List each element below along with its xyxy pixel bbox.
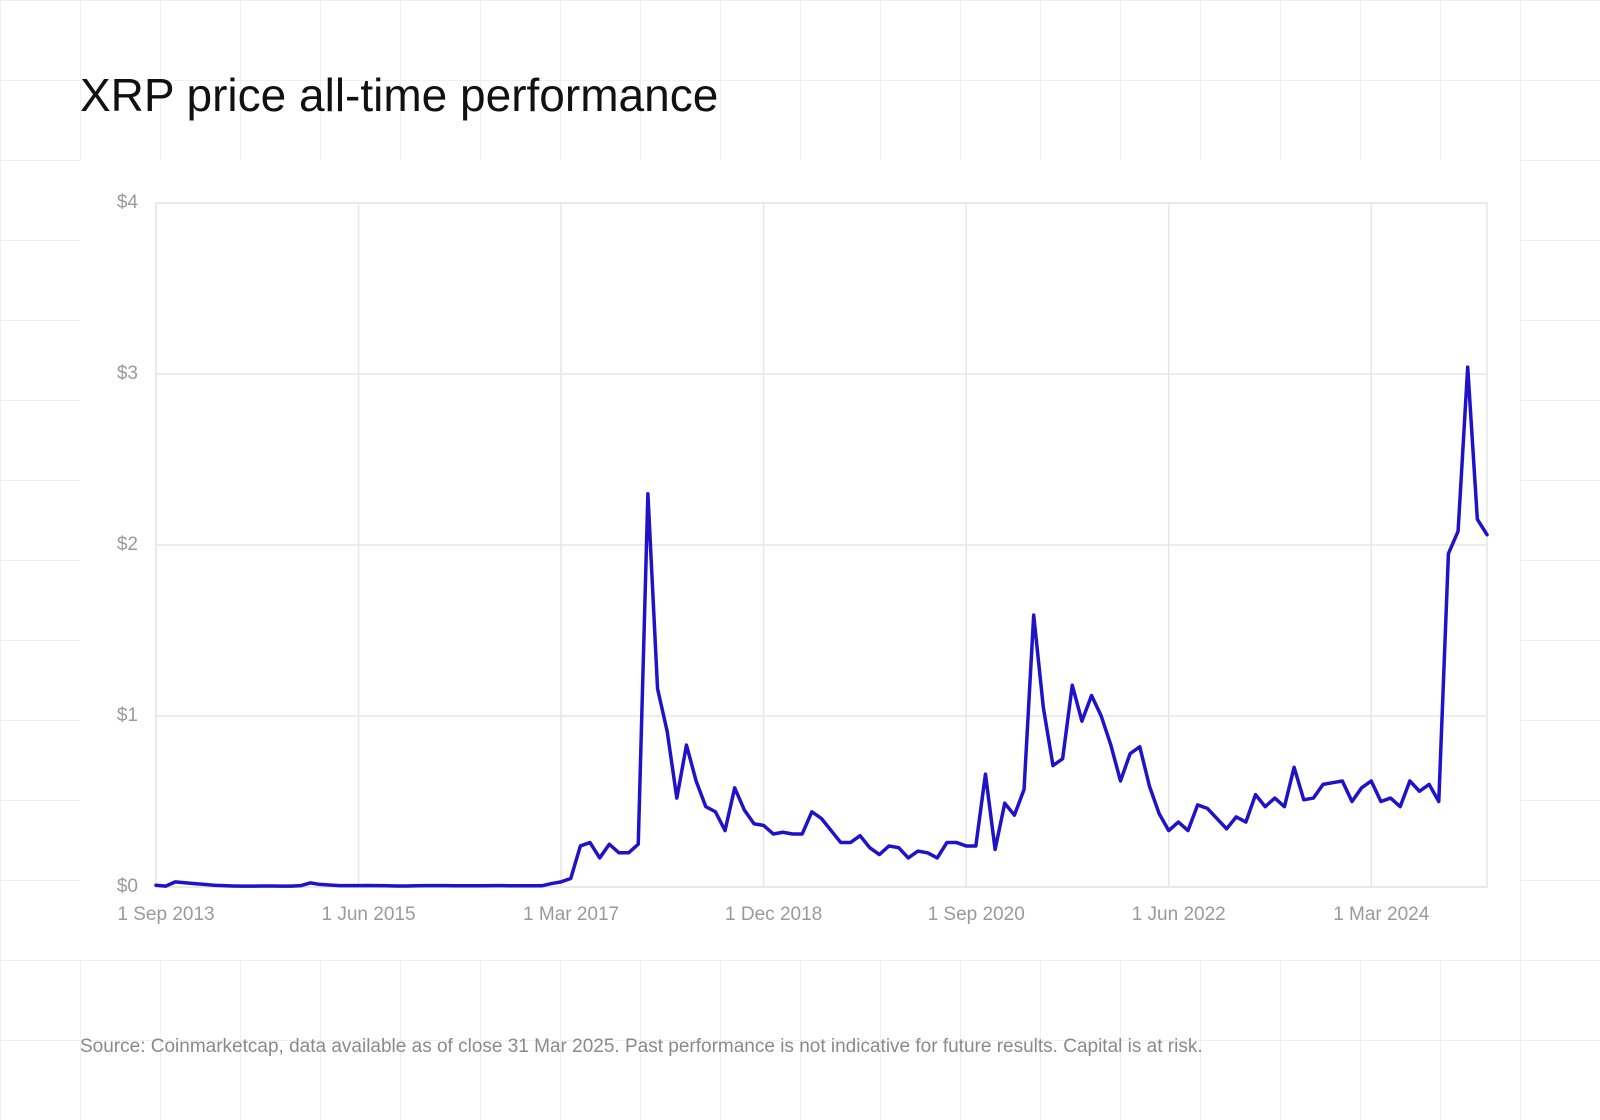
x-tick-label: 1 Sep 2020 — [928, 904, 1025, 925]
x-tick-label: 1 Mar 2024 — [1333, 904, 1430, 925]
chart-title: XRP price all-time performance — [80, 69, 718, 121]
y-tick-label: $4 — [117, 192, 139, 213]
source-note: Source: Coinmarketcap, data available as… — [80, 1036, 1203, 1057]
price-line — [154, 365, 1489, 888]
x-tick-label: 1 Sep 2013 — [117, 904, 214, 925]
y-tick-label: $3 — [117, 363, 138, 384]
chart-panel — [80, 160, 1520, 960]
y-tick-label: $2 — [117, 534, 138, 555]
plot-area: $0 $1 $2 $3 $4 1 Sep 2013 1 Jun 2015 1 Mar 2017… — [117, 192, 1489, 925]
x-tick-label: 1 Jun 2022 — [1132, 904, 1226, 925]
y-tick-label: $1 — [117, 705, 138, 726]
x-tick-label: 1 Jun 2015 — [322, 904, 416, 925]
y-tick-label: $0 — [117, 876, 138, 897]
x-tick-label: 1 Dec 2018 — [725, 904, 822, 925]
x-tick-label: 1 Mar 2017 — [523, 904, 619, 925]
